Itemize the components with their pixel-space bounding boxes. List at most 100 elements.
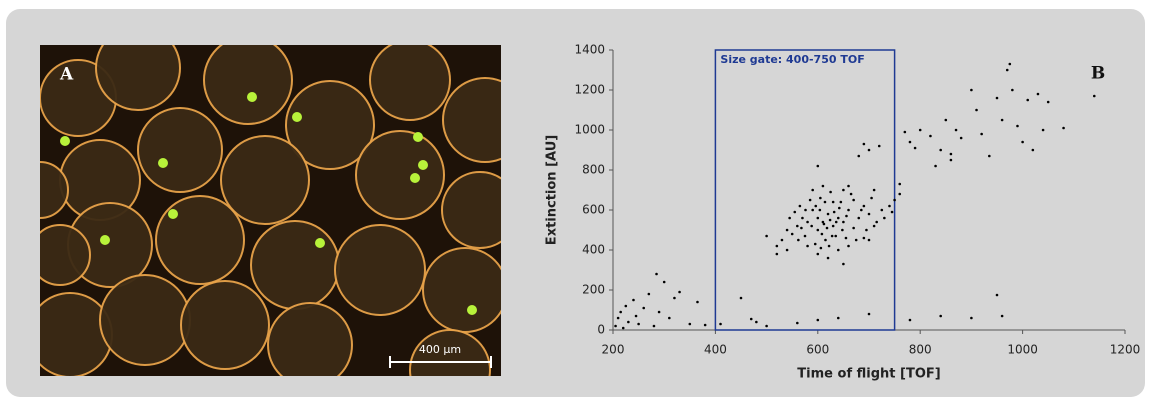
x-tick-label: 1200	[1110, 343, 1141, 357]
data-point	[627, 320, 630, 324]
data-point	[637, 322, 640, 326]
bead	[137, 107, 223, 193]
data-point	[939, 314, 942, 318]
data-point	[1031, 148, 1035, 152]
fluorescent-spot	[410, 173, 420, 183]
data-point	[970, 88, 973, 92]
data-point	[893, 198, 896, 202]
data-point	[719, 322, 722, 326]
data-point	[820, 232, 824, 236]
data-point	[688, 322, 692, 326]
data-point	[865, 228, 868, 232]
data-point	[939, 148, 942, 152]
data-point	[857, 154, 861, 158]
data-point	[765, 324, 768, 328]
data-point	[839, 200, 843, 204]
y-tick-label: 600	[582, 203, 605, 217]
data-point	[949, 152, 953, 156]
data-point	[790, 232, 794, 236]
data-point	[847, 244, 850, 248]
y-tick-label: 1400	[574, 43, 605, 57]
data-point	[806, 244, 809, 248]
data-point	[847, 184, 850, 188]
bead	[220, 135, 310, 225]
data-point	[834, 220, 838, 224]
data-point	[842, 262, 845, 266]
data-point	[877, 144, 881, 148]
data-point	[703, 323, 707, 327]
data-point	[872, 188, 876, 192]
data-point	[775, 252, 779, 256]
data-point	[867, 212, 871, 216]
data-point	[842, 188, 845, 192]
data-point	[827, 244, 831, 248]
data-point	[821, 220, 825, 224]
data-point	[860, 208, 863, 212]
data-point	[918, 128, 922, 132]
data-point	[898, 182, 902, 186]
y-tick-label: 400	[582, 243, 605, 257]
data-point	[872, 224, 876, 228]
fluorescent-spot	[292, 112, 302, 122]
data-point	[862, 236, 866, 240]
data-point	[800, 226, 803, 230]
data-point	[673, 296, 676, 300]
data-point	[980, 132, 983, 136]
x-tick-label: 600	[806, 343, 829, 357]
bead	[285, 80, 375, 170]
data-point	[652, 324, 656, 328]
data-point	[1011, 88, 1014, 92]
y-tick-label: 200	[582, 283, 605, 297]
data-point	[867, 148, 871, 152]
data-point	[908, 140, 912, 144]
data-point	[836, 248, 840, 252]
data-point	[798, 204, 802, 208]
data-point	[883, 216, 886, 220]
data-point	[816, 216, 820, 220]
data-point	[929, 134, 932, 138]
data-point	[1036, 92, 1040, 96]
data-point	[810, 224, 813, 228]
data-point	[806, 220, 809, 224]
data-point	[678, 290, 681, 294]
x-tick-label: 400	[704, 343, 727, 357]
data-point	[662, 280, 666, 284]
data-point	[749, 317, 753, 321]
data-point	[1062, 126, 1065, 130]
bead	[267, 302, 353, 376]
data-point	[647, 292, 651, 296]
data-point	[739, 296, 743, 300]
data-point	[775, 244, 779, 248]
data-point	[844, 236, 848, 240]
data-point	[642, 306, 646, 310]
data-point	[949, 158, 953, 162]
data-point	[1000, 118, 1004, 122]
size-gate	[714, 49, 896, 331]
data-point	[819, 196, 822, 200]
data-point	[814, 204, 818, 208]
data-point	[988, 154, 991, 158]
data-point	[619, 310, 622, 314]
data-point	[811, 188, 814, 192]
data-point	[1021, 140, 1024, 144]
data-point	[995, 96, 999, 100]
data-point	[632, 298, 635, 302]
bead	[99, 274, 191, 366]
bead	[95, 45, 181, 111]
data-point	[785, 228, 789, 232]
x-axis-title: Time of flight [TOF]	[797, 367, 940, 382]
data-point	[816, 318, 820, 322]
bead	[250, 220, 340, 310]
data-point	[903, 130, 907, 134]
data-point	[821, 184, 825, 188]
data-point	[847, 208, 850, 212]
data-point	[1005, 68, 1009, 72]
scale-bar-label: 400 µm	[419, 343, 461, 356]
y-tick-label: 1000	[574, 123, 605, 137]
data-point	[808, 198, 812, 202]
y-tick-label: 1200	[574, 83, 605, 97]
bead	[355, 130, 445, 220]
data-point	[822, 222, 826, 226]
fluorescent-spot	[60, 136, 70, 146]
data-point	[828, 218, 832, 222]
